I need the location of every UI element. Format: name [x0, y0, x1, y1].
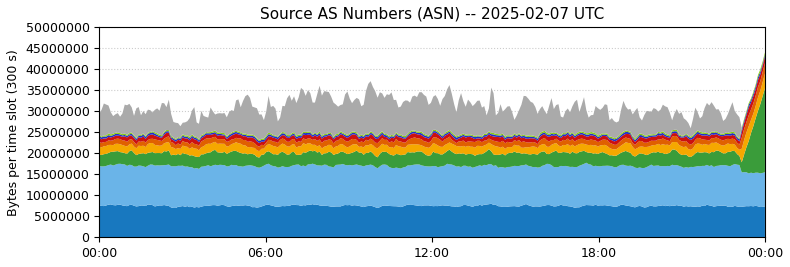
Y-axis label: Bytes per time slot (300 s): Bytes per time slot (300 s) [7, 49, 20, 216]
Title: Source AS Numbers (ASN) -- 2025-02-07 UTC: Source AS Numbers (ASN) -- 2025-02-07 UT… [260, 7, 604, 22]
